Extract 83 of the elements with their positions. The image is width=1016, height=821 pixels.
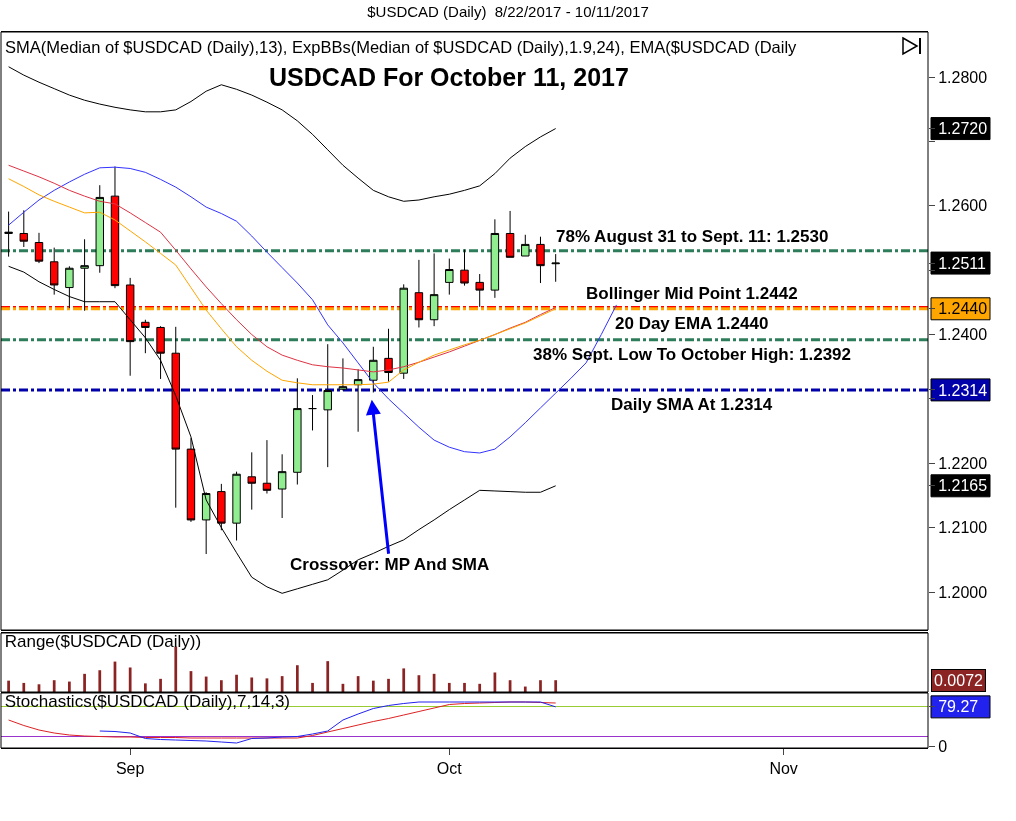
bar: [235, 674, 238, 692]
y-tick-label: 1.2440: [938, 300, 988, 318]
candlestick: [505, 210, 515, 258]
bar: [7, 680, 10, 692]
candlestick: [551, 253, 560, 283]
candlestick: [186, 437, 196, 523]
candlestick: [110, 166, 120, 289]
y-tick-label: 1.2165: [938, 477, 988, 495]
text: USDCAD For October 11, 2017: [269, 63, 629, 91]
candlestick: [521, 234, 530, 257]
bar: [326, 661, 330, 692]
candlestick: [34, 232, 44, 264]
candlestick: [490, 218, 500, 299]
bar: [402, 668, 406, 692]
chart-title: Stochastics($USDCAD (Daily),7,14,3): [4, 691, 291, 711]
ref-line-label: 38% Sept. Low To October High: 1.2392: [533, 345, 852, 364]
candlestick: [384, 328, 393, 383]
bar: [250, 677, 254, 692]
bar: [22, 682, 26, 692]
bar: [295, 665, 299, 692]
bar: [447, 682, 451, 692]
candlestick: [399, 283, 408, 380]
candlestick: [308, 394, 317, 431]
y-tick-label: 1.2511: [938, 254, 987, 272]
bar: [478, 683, 482, 692]
bar: [159, 678, 162, 692]
x-tick-label: Sep: [115, 760, 145, 778]
bar: [83, 673, 86, 692]
annotation: SMA(Median of $USDCAD (Daily),13), ExpBBs(Median of $USDCAD (Daily),1.9,24), EMA($USDCAD (Daily: [5, 38, 798, 56]
bar: [554, 680, 558, 692]
ref-line-label: Bollinger Mid Point 1.2442: [586, 284, 798, 303]
text: 0.0072: [934, 672, 984, 689]
chart-title: Range($USDCAD (Daily)): [4, 631, 202, 651]
candlestick: [277, 453, 287, 519]
y-tick-label: 1.2200: [938, 454, 988, 472]
y-tick-label: 1.2400: [938, 326, 988, 344]
y-tick-label: 1.2800: [938, 68, 988, 86]
candlestick: [201, 491, 211, 555]
candlestick: [445, 258, 454, 296]
y-tick-label: 1.2100: [938, 519, 988, 537]
candlestick: [95, 184, 104, 274]
y-tick-label: 1.2600: [938, 197, 988, 215]
candlestick: [232, 471, 241, 542]
bar: [144, 683, 147, 692]
bar: [371, 680, 375, 692]
x-tick-label: Oct: [436, 760, 463, 778]
candlestick: [247, 451, 256, 511]
bar: [539, 680, 542, 692]
candlestick: [156, 325, 165, 380]
bar: [52, 680, 56, 692]
ref-line-label: 78% August 31 to Sept. 11: 1.2530: [556, 227, 829, 246]
bar: [280, 676, 284, 692]
y-tick-label: 1.2000: [938, 583, 988, 601]
bar: [463, 682, 466, 692]
candlestick: [369, 346, 378, 393]
y-tick-label: 79.27: [938, 698, 979, 716]
candlestick: [429, 252, 439, 327]
candlestick: [323, 343, 332, 468]
ref-line-label: 20 Day EMA 1.2440: [615, 314, 769, 333]
bar: [311, 682, 314, 692]
candlestick: [4, 211, 13, 258]
candlestick: [338, 357, 348, 390]
bar: [68, 681, 71, 692]
candlestick: [19, 209, 29, 248]
candlestick: [536, 236, 545, 284]
y-tick-label: 0: [938, 738, 948, 756]
bar: [204, 676, 208, 692]
candlestick: [141, 319, 150, 354]
candlestick: [217, 483, 226, 531]
bar: [219, 680, 223, 692]
candlestick: [353, 368, 363, 433]
bar: [98, 670, 102, 692]
bar: [128, 667, 132, 692]
y-tick-label: 1.2720: [938, 120, 988, 138]
candlestick: [460, 249, 469, 287]
bar: [387, 678, 390, 692]
candlestick: [293, 377, 302, 486]
y-tick-label: 1.2314: [938, 381, 988, 399]
ref-line-label: Daily SMA At 1.2314: [611, 395, 773, 414]
x-tick-label: Nov: [769, 760, 798, 778]
candlestick: [262, 439, 272, 495]
chart-title: $USDCAD (Daily) 8/22/2017 - 10/11/2017: [367, 2, 649, 20]
candlestick: [171, 326, 180, 509]
